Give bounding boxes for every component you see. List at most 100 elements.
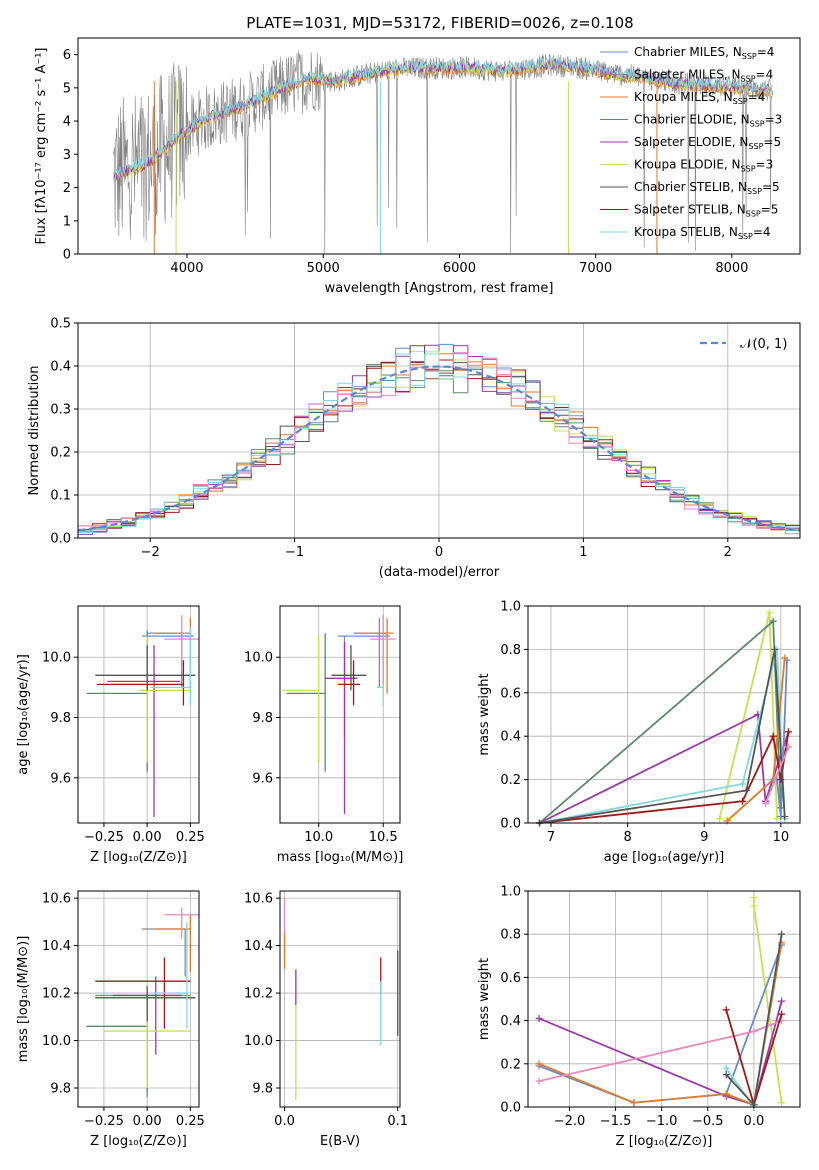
weight-marker (750, 902, 758, 910)
weight-marker (778, 997, 786, 1005)
weight-marker (778, 1099, 786, 1107)
weight-marker (722, 1006, 730, 1014)
legend-entry: Kroupa STELIB, NSSP=4 (634, 225, 771, 241)
plots-layer: 4000 5000 6000 7000 8000 0 1 2 3 4 5 6 wavelength [A… (16, 37, 801, 1149)
x-axis-label: Z [log₁₀(Z/Z⊙)] (616, 1134, 713, 1149)
y-axis-label: Normed distribution (27, 366, 42, 496)
y-tick-label: 10.0 (244, 651, 273, 666)
x-tick-label: −2 (141, 545, 160, 560)
weight-marker (742, 786, 750, 794)
figure-title: PLATE=1031, MJD=53172, FIBERID=0026, z=0… (246, 14, 633, 32)
x-tick-label: 0.0 (274, 1114, 295, 1129)
x-tick-label: 8 (623, 830, 631, 845)
x-tick-label: 2 (724, 545, 732, 560)
y-tick-label: 0 (63, 248, 71, 263)
frame-weight_vs_age (527, 605, 801, 824)
y-tick-label: 2 (63, 181, 71, 196)
y-tick-label: 1 (63, 214, 71, 229)
legend-entry: 𝒩(0, 1) (740, 337, 787, 352)
x-tick-label: 5000 (307, 261, 340, 276)
x-axis-label: (data-model)/error (379, 565, 500, 580)
y-tick-label: 10.6 (244, 892, 273, 907)
y-tick-label: 0.4 (500, 730, 521, 745)
weight-marker (769, 732, 777, 740)
y-tick-label: 0.2 (50, 446, 71, 461)
y-tick-label: 0.4 (500, 1014, 521, 1029)
legend-entry: Salpeter STELIB, NSSP=5 (634, 203, 778, 219)
x-tick-label: 1 (579, 545, 587, 560)
axes-spectrum: 4000 5000 6000 7000 8000 0 1 2 3 4 5 6 wavelength [A… (34, 37, 801, 296)
weight-marker (781, 812, 789, 820)
x-tick-label: 10.5 (369, 830, 398, 845)
y-tick-label: 10.0 (244, 1034, 273, 1049)
y-tick-label: 10.6 (42, 892, 71, 907)
y-tick-label: 0.1 (50, 489, 71, 504)
x-axis-label: mass [log₁₀(M/M⊙)] (277, 850, 404, 865)
x-axis-label: age [log₁₀(age/yr)] (604, 850, 725, 865)
legend-entry: Kroupa ELODIE, NSSP=3 (634, 158, 773, 174)
x-axis-label: Z [log₁₀(Z/Z⊙)] (90, 1134, 187, 1149)
y-tick-label: 0.2 (500, 773, 521, 788)
x-tick-label: 10.0 (304, 830, 333, 845)
x-tick-label: 0.1 (387, 1114, 408, 1129)
x-axis-label: E(B-V) (320, 1134, 360, 1149)
y-axis-label: age [log₁₀(age/yr)] (16, 654, 31, 775)
weight-marker (762, 799, 770, 807)
weight-marker (785, 743, 793, 751)
weight-series (539, 649, 786, 824)
x-tick-label: −0.25 (84, 1114, 124, 1129)
axes-age_vs_mass: 10.0 10.5 9.6 9.8 10.0 mass [log₁₀(M/M⊙)] (244, 605, 404, 865)
weight-series (539, 649, 786, 824)
axes-mass_vs_ebv: 0.0 0.1 9.8 10.0 10.2 10.4 10.6 E(B-V) (244, 890, 408, 1149)
weight-series (753, 897, 783, 1103)
frame-spectrum (77, 37, 801, 255)
y-tick-label: 3 (63, 148, 71, 163)
x-tick-label: 9 (700, 830, 708, 845)
x-tick-label: −1 (285, 545, 304, 560)
x-tick-label: 7 (547, 830, 555, 845)
x-tick-label: 0.0 (744, 1114, 765, 1129)
frame-weight_vs_Z (527, 890, 801, 1108)
frame-age_vs_mass (279, 605, 401, 824)
x-tick-label: 0.00 (133, 830, 162, 845)
legend-entry: Salpeter ELODIE, NSSP=5 (634, 135, 781, 151)
x-tick-label: −1.5 (600, 1114, 632, 1129)
weight-series (538, 1000, 783, 1106)
x-axis-label: Z [log₁₀(Z/Z⊙)] (90, 850, 187, 865)
weight-marker (778, 930, 786, 938)
model-spectrum (113, 58, 773, 181)
weight-marker (739, 797, 747, 805)
histogram-series (78, 351, 800, 535)
y-tick-label: 1.0 (500, 600, 521, 615)
weight-marker (630, 1099, 638, 1107)
y-tick-label: 10.2 (244, 987, 273, 1002)
weight-marker (739, 780, 747, 788)
axes-weight_vs_Z: −2.0 −1.5 −1.0 −0.5 0.0 0.0 0.2 0.4 0.6 0.8 1.0 Z [… (477, 885, 801, 1149)
y-tick-label: 5 (63, 81, 71, 96)
y-tick-label: 9.8 (50, 711, 71, 726)
weight-marker (750, 893, 758, 901)
y-tick-label: 6 (63, 48, 71, 63)
y-axis-label: mass [log₁₀(M/M⊙)] (16, 936, 31, 1063)
weight-marker (781, 654, 789, 662)
x-tick-label: −0.5 (692, 1114, 724, 1129)
legend-entry: Chabrier MILES, NSSP=4 (634, 45, 774, 61)
y-tick-label: 0.0 (500, 1101, 521, 1116)
legend-entry: Kroupa MILES, NSSP=4 (634, 90, 765, 106)
frame-age_vs_Z (77, 605, 200, 824)
weight-marker (769, 617, 777, 625)
y-tick-label: 10.2 (42, 987, 71, 1002)
gaussian-curve (77, 365, 801, 532)
x-tick-label: 7000 (579, 261, 612, 276)
y-axis-label: Flux [fλ10⁻¹⁷ erg cm⁻² s⁻¹ A⁻¹] (34, 48, 49, 245)
y-tick-label: 0.8 (500, 643, 521, 658)
y-tick-label: 9.6 (50, 771, 71, 786)
frame-mass_vs_ebv (279, 890, 401, 1108)
x-tick-label: −2.0 (554, 1114, 586, 1129)
y-tick-label: 9.6 (252, 771, 273, 786)
x-tick-label: 0 (435, 545, 443, 560)
x-axis-label: wavelength [Angstrom, rest frame] (325, 281, 554, 296)
weight-marker (771, 645, 779, 653)
weight-marker (722, 1071, 730, 1079)
y-tick-label: 9.8 (252, 711, 273, 726)
